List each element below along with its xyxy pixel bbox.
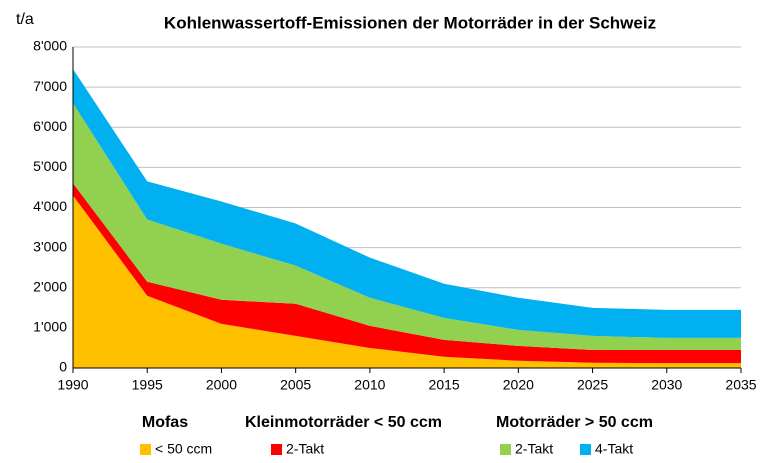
legend-group: Motorräder > 50 ccm [496,414,653,431]
chart-title: Kohlenwassertoff-Emissionen der Motorräd… [164,13,656,32]
y-tick-label: 7'000 [33,78,67,94]
x-tick-label: 1995 [132,377,163,393]
area [73,183,741,364]
y-tick-label: 4'000 [33,198,67,214]
legend-label: < 50 ccm [155,441,212,457]
legend-label: 2-Takt [515,441,553,457]
y-tick-label: 5'000 [33,158,67,174]
y-tick-label: 0 [59,359,67,375]
x-tick-label: 2000 [206,377,237,393]
x-tick-label: 2025 [577,377,608,393]
y-tick-label: 2'000 [33,278,67,294]
y-axis-label: t/a [16,11,34,28]
x-tick-label: 2010 [354,377,385,393]
legend-label: 4-Takt [595,441,633,457]
x-tick-label: 1990 [57,377,88,393]
area [73,103,741,350]
legend-group: Kleinmotorräder < 50 ccm [245,414,442,431]
legend-swatch [140,444,151,455]
x-tick-label: 2015 [429,377,460,393]
x-tick-label: 2030 [651,377,682,393]
area [73,195,741,368]
legend-swatch [500,444,511,455]
y-tick-label: 1'000 [33,319,67,335]
legend-group: Mofas [142,414,188,431]
legend-swatch [271,444,282,455]
legend-label: 2-Takt [286,441,324,457]
legend-swatch [580,444,591,455]
area [73,69,741,338]
y-tick-label: 6'000 [33,118,67,134]
y-tick-label: 8'000 [33,38,67,54]
y-tick-label: 3'000 [33,238,67,254]
x-tick-label: 2020 [503,377,534,393]
x-tick-label: 2005 [280,377,311,393]
x-tick-label: 2035 [725,377,756,393]
